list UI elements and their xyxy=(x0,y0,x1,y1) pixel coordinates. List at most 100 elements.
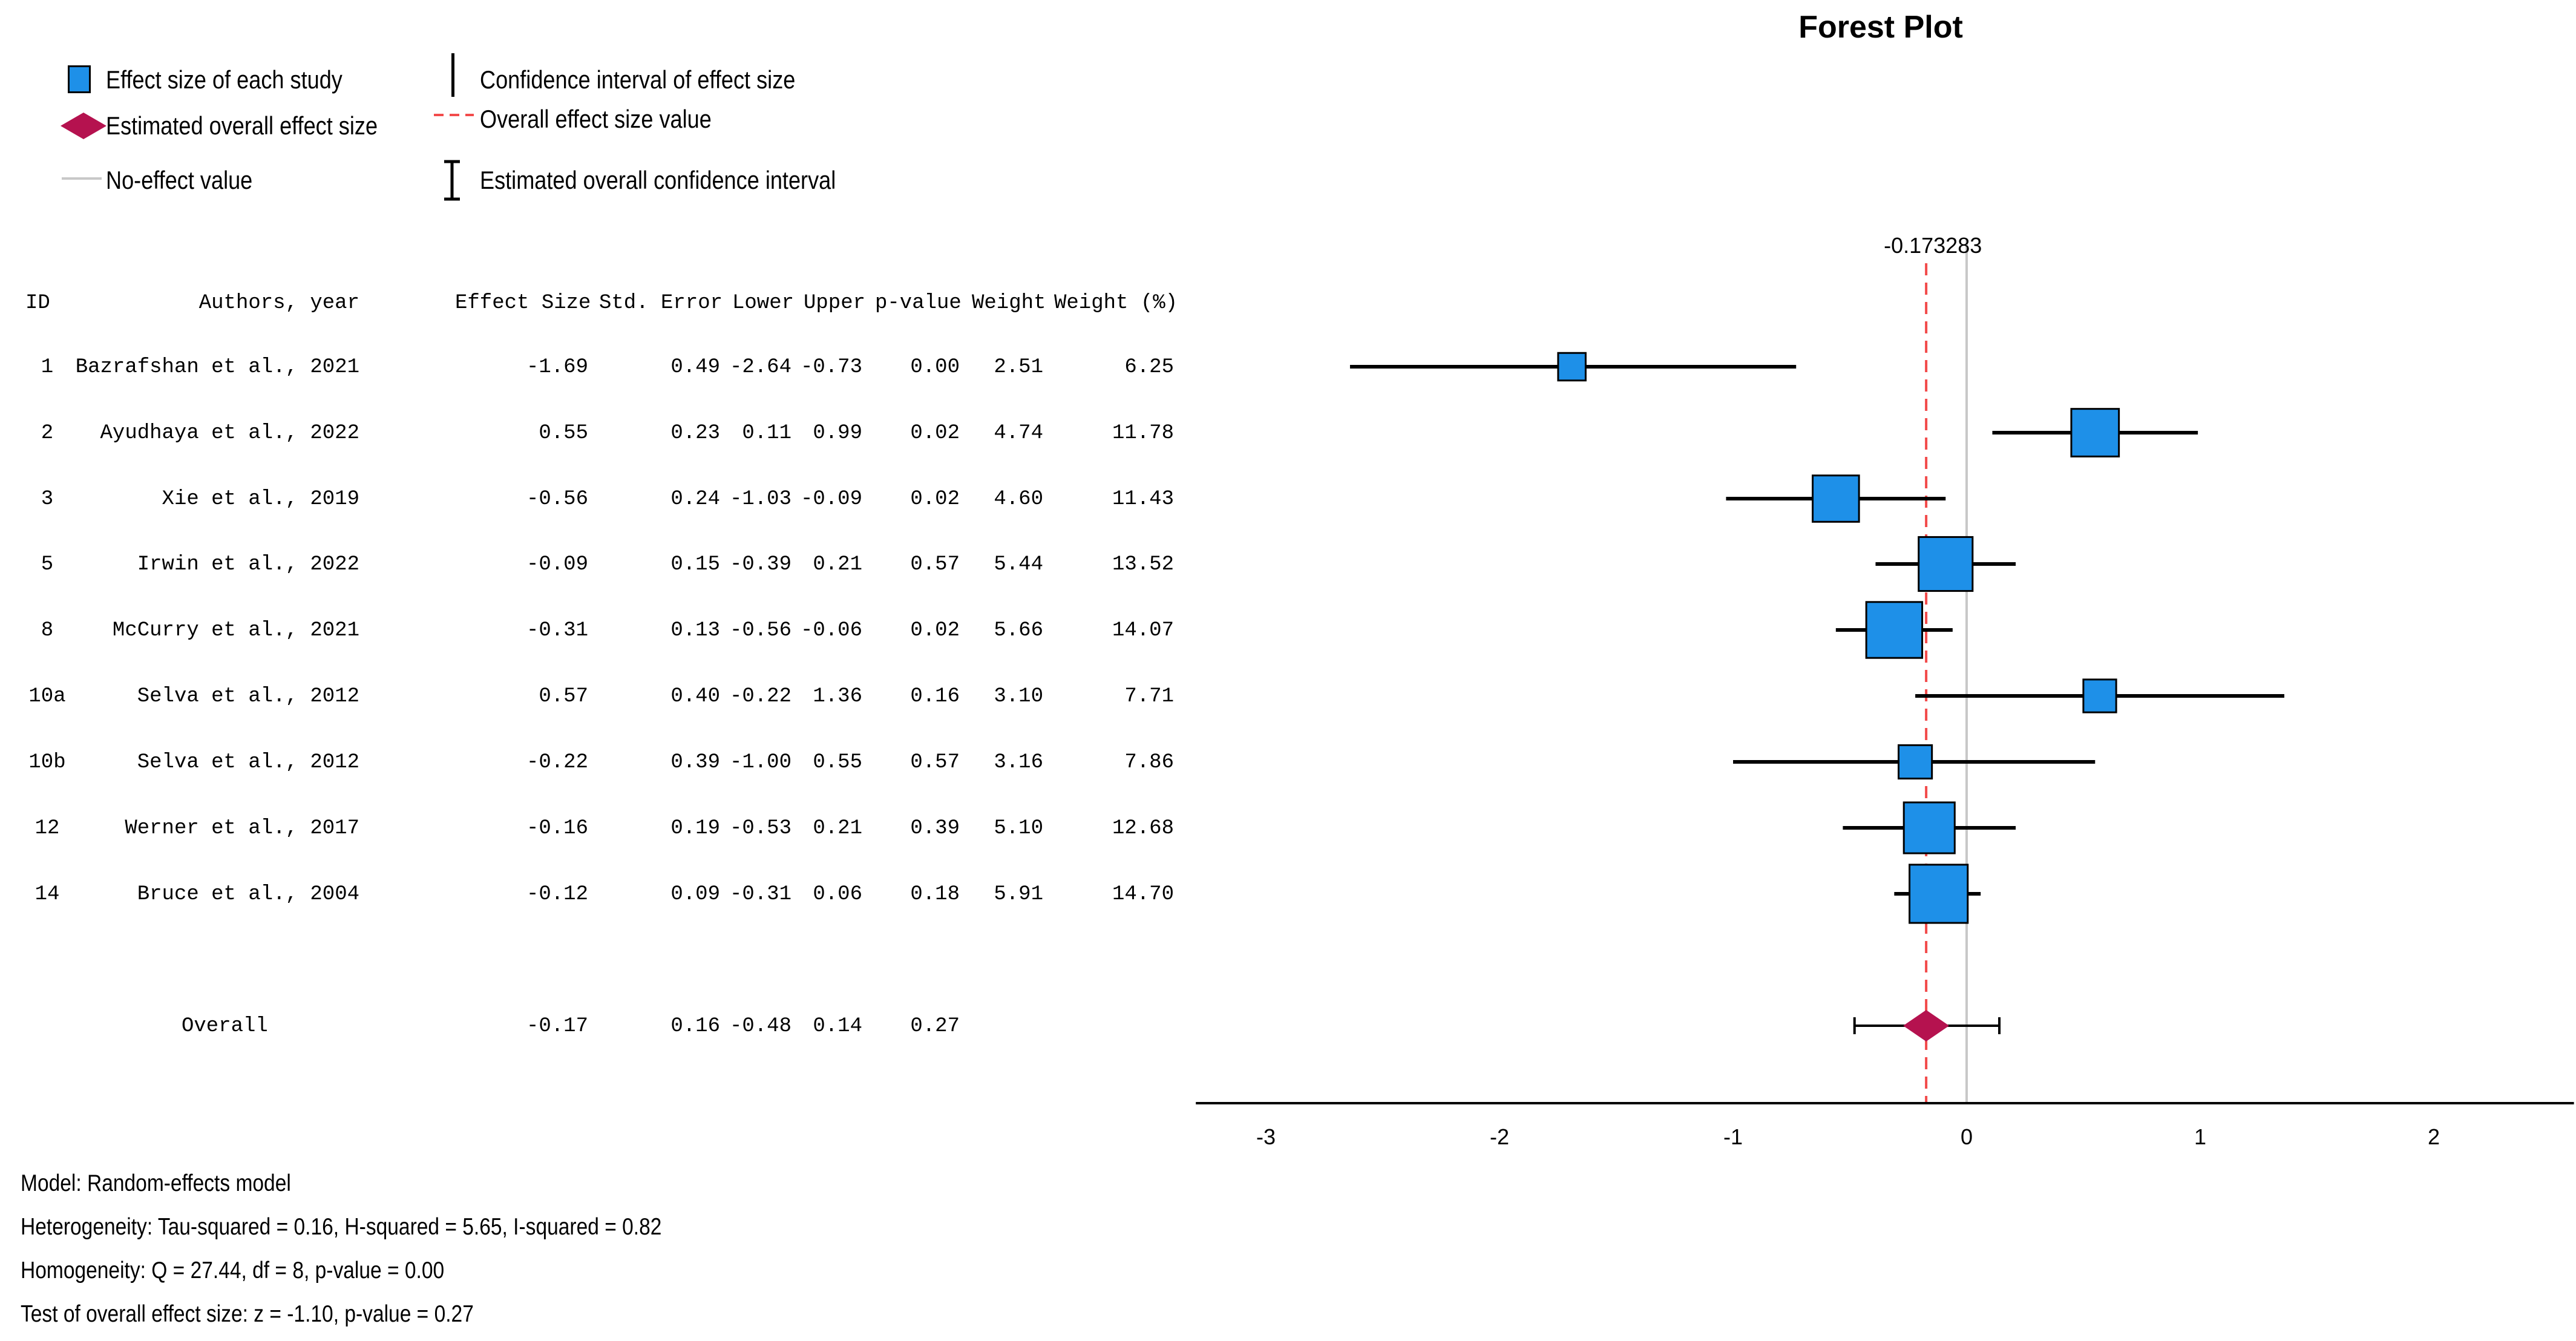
legend-effect-size: Effect size of each study xyxy=(106,65,342,94)
weight-pct-cell: 13.52 xyxy=(1112,553,1174,576)
p-cell: 0.39 xyxy=(910,817,960,840)
id-cell: 12 xyxy=(34,817,60,840)
p-cell: 0.02 xyxy=(910,619,960,642)
se-cell: 0.19 xyxy=(670,817,720,840)
legend-overall-ci: Estimated overall confidence interval xyxy=(480,166,836,194)
study-marker xyxy=(1918,536,1974,592)
authors-cell: Selva et al., 2012 xyxy=(137,685,359,708)
upper-cell: 0.21 xyxy=(813,817,862,840)
se-cell: 0.23 xyxy=(670,422,720,445)
study-marker xyxy=(1898,744,1933,780)
upper-cell: 0.21 xyxy=(813,553,862,576)
overall-se: 0.16 xyxy=(670,1015,720,1038)
se-cell: 0.49 xyxy=(670,356,720,379)
weight-pct-cell: 7.86 xyxy=(1124,751,1174,774)
effect-cell: -0.12 xyxy=(526,883,588,906)
header-authors: Authors, year xyxy=(198,292,359,315)
weight-pct-cell: 12.68 xyxy=(1112,817,1174,840)
effect-cell: -0.16 xyxy=(526,817,588,840)
id-cell: 8 xyxy=(41,619,54,642)
authors-cell: Xie et al., 2019 xyxy=(162,488,359,511)
header-upper: Upper xyxy=(804,292,866,315)
se-cell: 0.09 xyxy=(670,883,720,906)
upper-cell: 0.55 xyxy=(813,751,862,774)
header-std-error: Std. Error xyxy=(599,292,723,315)
chart-title: Forest Plot xyxy=(1798,10,1963,45)
p-cell: 0.00 xyxy=(910,356,960,379)
weight-cell: 3.10 xyxy=(994,685,1043,708)
header-weight: Weight xyxy=(972,292,1046,315)
upper-cell: 1.36 xyxy=(813,685,862,708)
weight-pct-cell: 6.25 xyxy=(1124,356,1174,379)
id-cell: 3 xyxy=(41,488,54,511)
p-cell: 0.57 xyxy=(910,751,960,774)
overall-p: 0.27 xyxy=(910,1015,960,1038)
header-p-value: p-value xyxy=(875,292,962,315)
weight-cell: 3.16 xyxy=(994,751,1043,774)
overall-lower: -0.48 xyxy=(729,1015,791,1038)
upper-cell: 0.06 xyxy=(813,883,862,906)
weight-cell: 5.10 xyxy=(994,817,1043,840)
study-marker xyxy=(2082,678,2117,713)
lower-cell: -2.64 xyxy=(729,356,791,379)
effect-cell: -0.56 xyxy=(526,488,588,511)
lower-cell: -0.22 xyxy=(729,685,791,708)
study-marker xyxy=(1903,801,1956,854)
id-cell: 14 xyxy=(34,883,60,906)
study-marker xyxy=(1909,864,1969,924)
header-lower: Lower xyxy=(732,292,795,315)
legend-no-effect: No-effect value xyxy=(106,166,253,194)
p-cell: 0.02 xyxy=(910,422,960,445)
effect-cell: -0.22 xyxy=(526,751,588,774)
id-cell: 5 xyxy=(41,553,54,576)
header-weight-pct: Weight (%) xyxy=(1054,292,1178,315)
upper-cell: -0.06 xyxy=(800,619,862,642)
weight-cell: 5.44 xyxy=(994,553,1043,576)
authors-cell: Ayudhaya et al., 2022 xyxy=(100,422,359,445)
no-effect-line-icon xyxy=(62,177,102,180)
study-marker xyxy=(1812,474,1860,523)
weight-cell: 5.66 xyxy=(994,619,1043,642)
weight-cell: 5.91 xyxy=(994,883,1043,906)
authors-cell: Werner et al., 2017 xyxy=(125,817,359,840)
upper-cell: 0.99 xyxy=(813,422,862,445)
effect-cell: -0.09 xyxy=(526,553,588,576)
ci-line-icon xyxy=(451,53,454,97)
effect-cell: 0.57 xyxy=(539,685,588,708)
lower-cell: -1.03 xyxy=(729,488,791,511)
lower-cell: -0.31 xyxy=(729,883,791,906)
legend-overall-value: Overall effect size value xyxy=(480,105,712,133)
id-cell: 2 xyxy=(41,422,54,445)
overall-value-label: -0.173283 xyxy=(1884,233,1982,258)
se-cell: 0.40 xyxy=(670,685,720,708)
x-tick-label: -3 xyxy=(1256,1124,1276,1149)
weight-pct-cell: 14.70 xyxy=(1112,883,1174,906)
overall-label: Overall xyxy=(182,1015,268,1038)
header-id: ID xyxy=(25,292,50,315)
overall-ci-icon xyxy=(444,160,460,201)
authors-cell: Irwin et al., 2022 xyxy=(137,553,359,576)
lower-cell: -1.00 xyxy=(729,751,791,774)
authors-cell: Bazrafshan et al., 2021 xyxy=(75,356,359,379)
x-tick-label: 0 xyxy=(1961,1124,1973,1149)
p-cell: 0.02 xyxy=(910,488,960,511)
dashed-line-icon xyxy=(434,114,474,116)
effect-cell: 0.55 xyxy=(539,422,588,445)
x-tick-label: -2 xyxy=(1490,1124,1509,1149)
effect-cell: -0.31 xyxy=(526,619,588,642)
study-marker-icon xyxy=(68,65,91,93)
study-marker xyxy=(1865,601,1924,659)
x-tick-label: -1 xyxy=(1723,1124,1743,1149)
effect-cell: -1.69 xyxy=(526,356,588,379)
se-cell: 0.24 xyxy=(670,488,720,511)
weight-pct-cell: 11.78 xyxy=(1112,422,1174,445)
x-tick-label: 2 xyxy=(2428,1124,2440,1149)
weight-pct-cell: 14.07 xyxy=(1112,619,1174,642)
se-cell: 0.13 xyxy=(670,619,720,642)
p-cell: 0.16 xyxy=(910,685,960,708)
upper-cell: -0.09 xyxy=(800,488,862,511)
legend-ci: Confidence interval of effect size xyxy=(480,65,796,94)
lower-cell: -0.39 xyxy=(729,553,791,576)
overall-diamond xyxy=(1903,1010,1950,1041)
